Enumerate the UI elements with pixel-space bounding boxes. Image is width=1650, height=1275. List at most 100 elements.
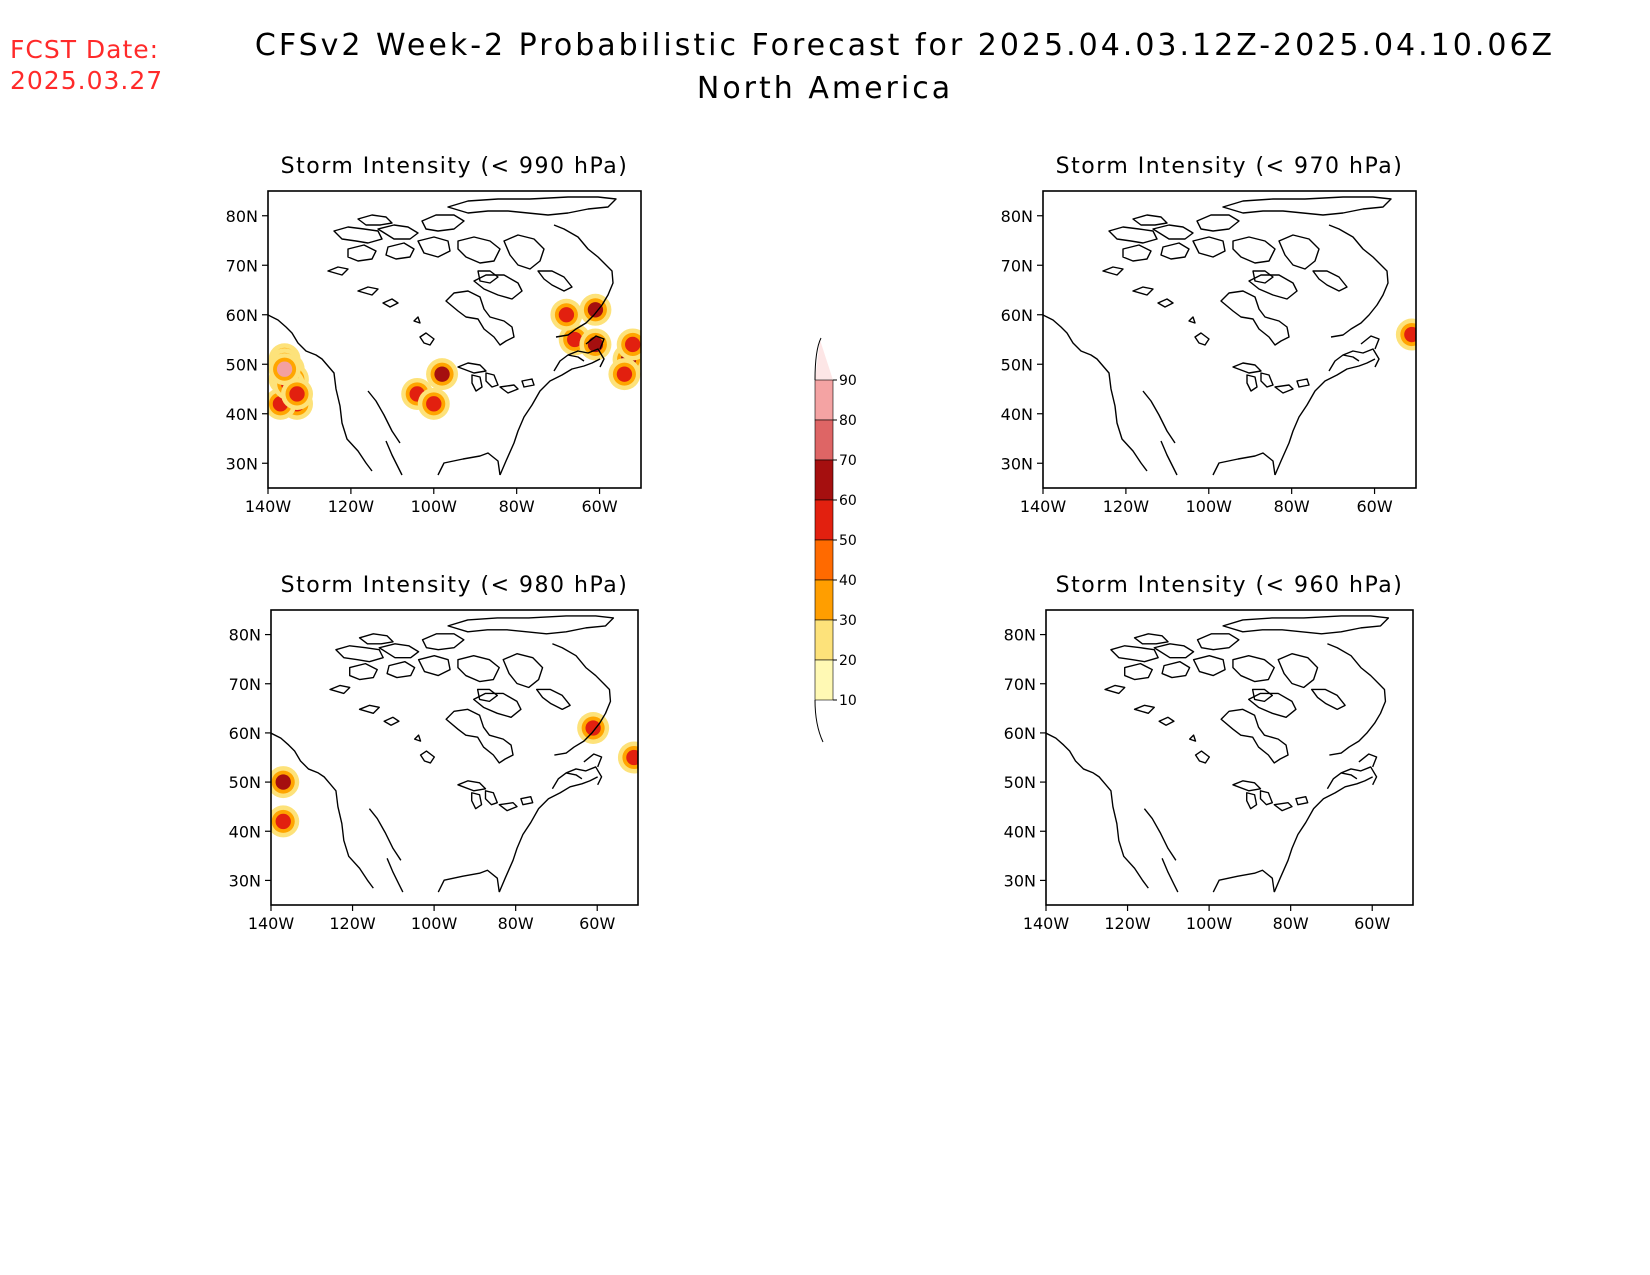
subtitle-line: North America xyxy=(696,71,954,106)
colorbar-label: 50 xyxy=(839,533,857,549)
lon-label: 100W xyxy=(1186,914,1233,933)
colorbar-swatch xyxy=(814,499,834,541)
map-area xyxy=(1046,615,1390,893)
colorbar-swatch xyxy=(814,419,834,461)
map-area xyxy=(268,196,641,476)
lat-label: 70N xyxy=(226,256,258,275)
map-area xyxy=(271,615,638,893)
forecast-date: FCST Date: 2025.03.27 xyxy=(10,34,163,96)
colorbar-label: 90 xyxy=(839,373,857,389)
lat-label: 40N xyxy=(226,405,258,424)
lat-label: 80N xyxy=(1001,207,1033,226)
lon-label: 120W xyxy=(1103,497,1150,516)
lon-label: 140W xyxy=(1020,497,1067,516)
lat-label: 60N xyxy=(229,724,261,743)
map-panel-990: Storm Intensity (< 990 hPa) 80N 70N 60N 50N 4… xyxy=(226,154,642,516)
map-panel-970: Storm Intensity (< 970 hPa) 80N 70N 60N 50N 4… xyxy=(1001,154,1417,516)
panel-title: Storm Intensity (< 980 hPa) xyxy=(281,573,629,598)
lat-label: 40N xyxy=(1001,405,1033,424)
lon-label: 120W xyxy=(329,914,376,933)
colorbar-swatch xyxy=(814,659,834,701)
prob-contour-inner xyxy=(616,366,633,382)
colorbar-label: 40 xyxy=(839,573,857,589)
colorbar-swatch xyxy=(814,459,834,501)
prob-contour-inner xyxy=(289,386,305,402)
prob-contour-inner xyxy=(587,336,604,353)
lon-label: 100W xyxy=(1186,497,1233,516)
prob-contour-inner xyxy=(426,396,442,412)
page-title: CFSv2 Week-2 Probabilistic Forecast for … xyxy=(0,28,1650,114)
lat-label: 30N xyxy=(1004,871,1036,890)
lon-label: 80W xyxy=(499,497,535,516)
lon-label: 80W xyxy=(1274,497,1310,516)
colorbar-top-arrow xyxy=(815,340,833,380)
lat-label: 30N xyxy=(226,454,258,473)
lat-label: 40N xyxy=(1004,822,1036,841)
prob-contour-inner xyxy=(434,366,450,382)
lon-label: 60W xyxy=(1354,914,1390,933)
colorbar-top-edge xyxy=(814,337,822,381)
colorbar-label: 10 xyxy=(839,693,857,709)
colorbar-swatch xyxy=(814,619,834,661)
map-area xyxy=(1043,196,1416,476)
lon-label: 120W xyxy=(1104,914,1151,933)
lon-label: 140W xyxy=(248,914,295,933)
lat-label: 50N xyxy=(1004,773,1036,792)
lon-label: 60W xyxy=(579,914,615,933)
lat-label: 50N xyxy=(226,355,258,374)
colorbar-label: 60 xyxy=(839,493,857,509)
lat-label: 60N xyxy=(226,306,258,325)
panel-title: Storm Intensity (< 990 hPa) xyxy=(281,154,629,179)
colorbar-swatch xyxy=(814,379,834,421)
lat-label: 70N xyxy=(1004,675,1036,694)
prob-contour-inner xyxy=(558,307,575,323)
colorbar-bottom-edge xyxy=(814,699,824,743)
map-frame xyxy=(1042,190,1417,489)
map-panel-980: Storm Intensity (< 980 hPa) 80N 70N 60N 50N 4… xyxy=(229,573,639,933)
coastline xyxy=(1043,196,1392,476)
colorbar-label: 80 xyxy=(839,413,857,429)
prob-contour-inner xyxy=(567,331,583,348)
lon-label: 60W xyxy=(581,497,617,516)
lat-label: 40N xyxy=(229,822,261,841)
coastline xyxy=(1046,615,1390,893)
prob-contour-inner xyxy=(275,774,291,790)
lon-label: 80W xyxy=(1273,914,1309,933)
colorbar-swatch xyxy=(814,579,834,621)
lat-label: 70N xyxy=(229,675,261,694)
lon-label: 120W xyxy=(328,497,375,516)
lat-label: 80N xyxy=(1004,626,1036,645)
prob-contour-inner xyxy=(275,813,291,830)
lat-label: 80N xyxy=(226,207,258,226)
lat-label: 60N xyxy=(1004,724,1036,743)
colorbar-label: 70 xyxy=(839,453,857,469)
colorbar-label: 30 xyxy=(839,613,857,629)
lon-label: 80W xyxy=(498,914,534,933)
colorbar: 90 80 70 60 50 40 30 20 10 xyxy=(814,337,857,743)
title-line: CFSv2 Week-2 Probabilistic Forecast for … xyxy=(254,28,1556,63)
lat-label: 70N xyxy=(1001,256,1033,275)
lat-label: 50N xyxy=(229,773,261,792)
panel-title: Storm Intensity (< 970 hPa) xyxy=(1056,154,1404,179)
colorbar-swatch xyxy=(814,539,834,581)
map-panel-960: Storm Intensity (< 960 hPa) 80N 70N 60N 50N 4… xyxy=(1004,573,1414,933)
map-frame xyxy=(267,190,642,489)
prob-contour-inner xyxy=(587,302,604,318)
lat-label: 60N xyxy=(1001,306,1033,325)
coastline xyxy=(271,615,615,893)
forecast-date-label: FCST Date: xyxy=(10,35,160,64)
colorbar-label: 20 xyxy=(839,653,857,669)
lat-label: 30N xyxy=(1001,454,1033,473)
lon-label: 100W xyxy=(411,914,458,933)
prob-contour-core xyxy=(280,365,289,374)
panels-layer: Storm Intensity (< 990 hPa) 80N 70N 60N 50N 4… xyxy=(226,154,1417,933)
lat-label: 30N xyxy=(229,871,261,890)
lon-label: 100W xyxy=(411,497,458,516)
prob-contour-inner xyxy=(625,336,641,353)
map-frame xyxy=(270,609,639,906)
prob-contour-inner xyxy=(626,749,638,766)
coastline xyxy=(268,196,617,476)
prob-contour-inner xyxy=(585,720,601,736)
map-frame xyxy=(1045,609,1414,906)
